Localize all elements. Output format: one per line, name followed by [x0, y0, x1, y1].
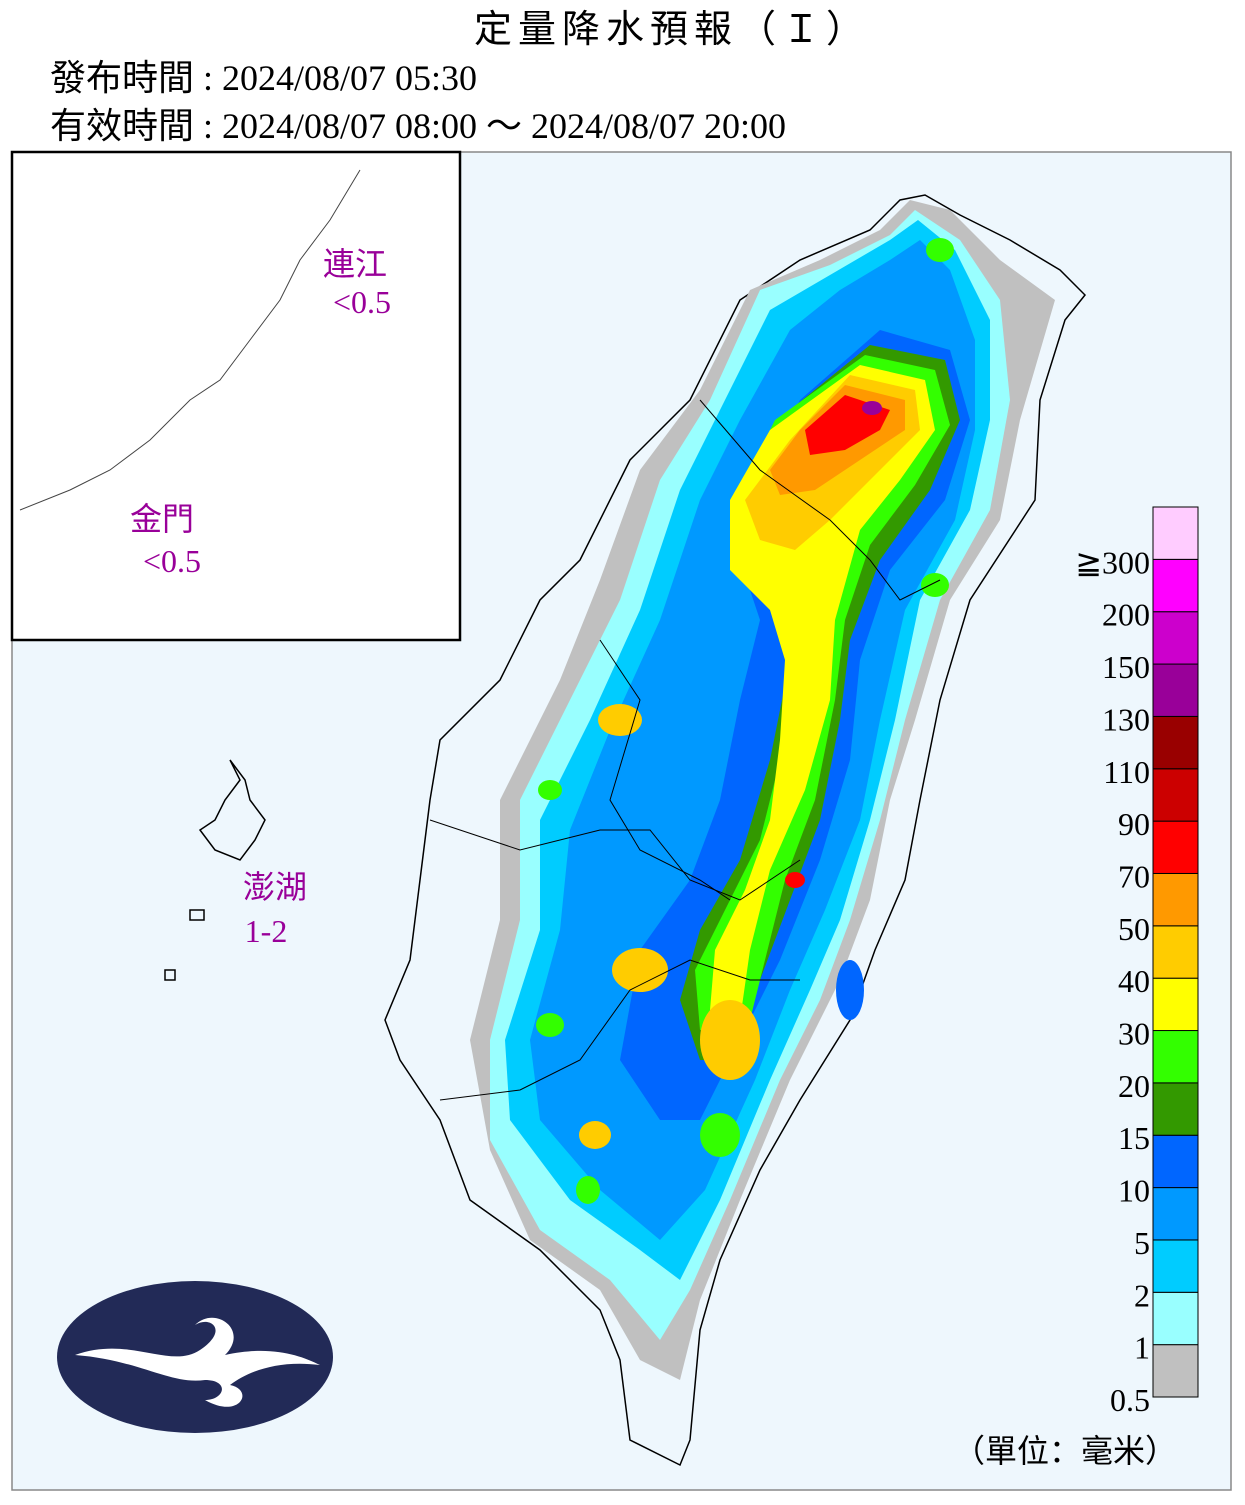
legend: 0.5 1 2 5 10 15 20 30 40 50 70 90 110 130 150 200 ≧300 [1075, 506, 1199, 1418]
title: 定量降水預報（Ｉ） [474, 9, 870, 51]
legend-label: 130 [1102, 701, 1150, 737]
legend-swatch [1152, 872, 1199, 927]
inset-frame [10, 150, 462, 642]
region-name: 連江 [323, 246, 387, 282]
legend-label: 150 [1102, 649, 1150, 685]
legend-swatch [1152, 611, 1199, 665]
legend-swatch [1152, 1187, 1199, 1241]
legend-label: 200 [1102, 597, 1150, 633]
legend-swatch [1152, 1239, 1199, 1293]
penghu [164, 759, 266, 981]
legend-label: 0.5 [1110, 1382, 1150, 1418]
legend-swatch [1152, 925, 1199, 979]
legend-label: ≧300 [1075, 544, 1150, 580]
legend-label: 30 [1118, 1016, 1150, 1052]
legend-label: 90 [1118, 806, 1150, 842]
region-value: <0.5 [143, 543, 201, 579]
inset-coast [19, 169, 361, 511]
legend-label: 5 [1134, 1225, 1150, 1261]
legend-swatch [1152, 506, 1199, 560]
legend-swatch [1152, 663, 1199, 717]
legend-swatch [1152, 977, 1199, 1032]
legend-label: 10 [1118, 1173, 1150, 1209]
legend-label: 40 [1118, 963, 1150, 999]
legend-label: 70 [1118, 858, 1150, 894]
region-value: <0.5 [333, 284, 391, 320]
legend-swatch [1152, 1082, 1199, 1136]
valid-time: 有效時間 : 2024/08/07 08:00 ～ 2024/08/07 20:… [50, 106, 786, 146]
region-name: 金門 [130, 501, 194, 537]
legend-swatch [1152, 1344, 1199, 1398]
legend-swatch [1152, 558, 1199, 613]
legend-label: 1 [1134, 1330, 1150, 1366]
legend-swatch [1152, 1030, 1199, 1084]
legend-swatch [1152, 820, 1199, 874]
legend-label: 110 [1103, 754, 1150, 790]
legend-swatch [1152, 715, 1199, 770]
legend-swatch [1152, 1134, 1199, 1189]
issue-time: 發布時間 : 2024/08/07 05:30 [50, 58, 477, 98]
legend-label: 15 [1118, 1120, 1150, 1156]
region-name: 澎湖 [243, 869, 307, 905]
region-value: 1-2 [245, 913, 288, 949]
legend-swatch [1152, 1291, 1199, 1346]
logo [57, 1281, 333, 1433]
legend-label: 20 [1118, 1068, 1150, 1104]
taiwan-map [384, 194, 1087, 1467]
legend-label: 2 [1134, 1277, 1150, 1313]
legend-swatch [1152, 768, 1199, 822]
legend-unit: （單位：毫米） [953, 1433, 1177, 1469]
legend-label: 50 [1118, 911, 1150, 947]
